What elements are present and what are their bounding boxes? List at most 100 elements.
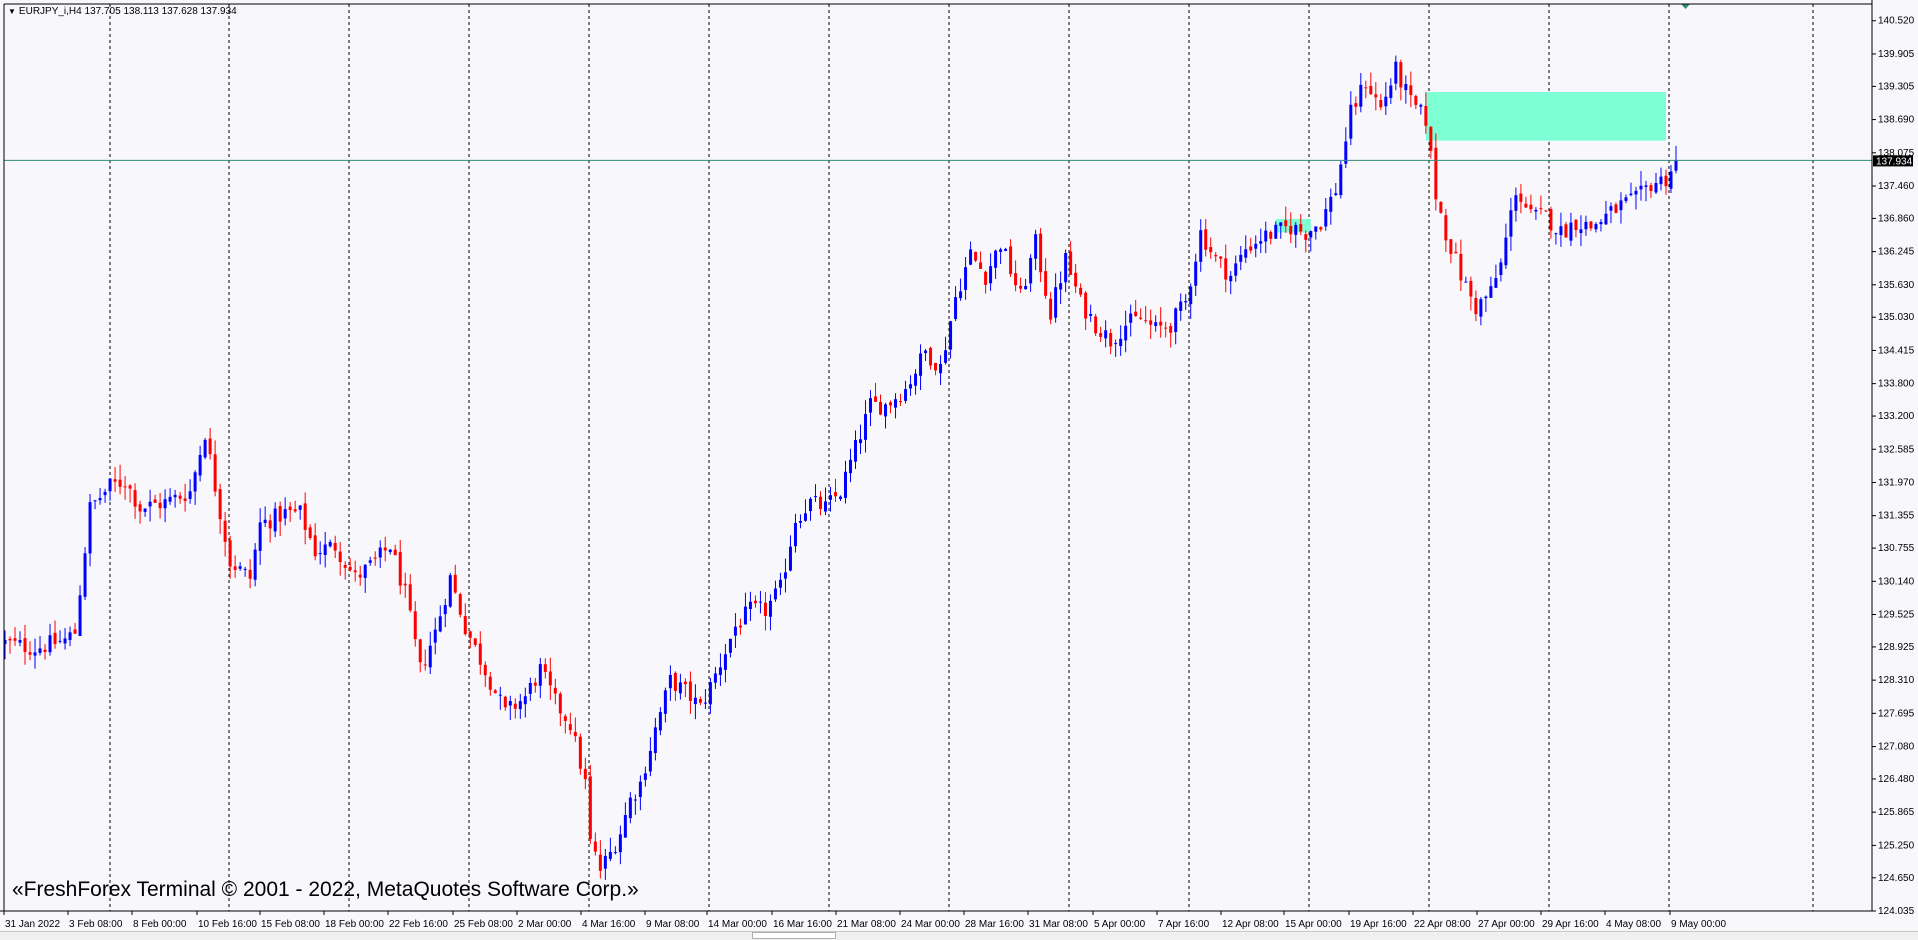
bear-candle-body	[453, 574, 457, 593]
price-tick-label: 136.860	[1878, 213, 1915, 224]
bull-candle-body	[703, 702, 707, 704]
bull-candle-body	[1644, 185, 1648, 187]
bear-candle-body	[343, 564, 347, 568]
bull-candle-body	[518, 701, 522, 710]
bull-candle-body	[1294, 224, 1298, 235]
bear-candle-body	[548, 671, 552, 686]
bull-candle-body	[1279, 222, 1283, 226]
bull-candle-body	[1534, 209, 1538, 212]
price-tick-label: 133.800	[1878, 379, 1915, 390]
bull-candle-body	[969, 249, 973, 265]
bear-candle-body	[1289, 225, 1293, 235]
bull-candle-body	[803, 513, 807, 521]
bull-candle-body	[828, 495, 832, 500]
bull-candle-body	[613, 852, 617, 854]
bear-candle-body	[1544, 210, 1548, 212]
bull-candle-body	[808, 498, 812, 512]
bull-candle-body	[1239, 254, 1243, 262]
bear-candle-body	[513, 703, 517, 709]
bear-candle-body	[223, 520, 227, 542]
price-tick-label: 139.305	[1878, 81, 1915, 92]
candlesticks	[3, 55, 1678, 880]
time-tick-label: 21 Mar 08:00	[837, 919, 896, 930]
bear-candle-body	[1204, 229, 1208, 250]
bear-candle-body	[583, 768, 587, 780]
price-tick-label: 128.925	[1878, 642, 1915, 653]
price-tick-label: 139.905	[1878, 49, 1915, 60]
bull-candle-body	[323, 544, 327, 556]
bear-candle-body	[1469, 281, 1473, 297]
zone-rectangle[interactable]	[1425, 92, 1666, 141]
bear-candle-body	[1084, 292, 1088, 319]
bull-candle-body	[728, 638, 732, 653]
bull-candle-body	[1179, 301, 1183, 312]
bull-candle-body	[203, 439, 207, 458]
bull-candle-body	[708, 682, 712, 705]
bear-candle-body	[1424, 106, 1428, 126]
bull-candle-body	[778, 579, 782, 588]
bear-candle-body	[1589, 221, 1593, 229]
bear-candle-body	[1039, 233, 1043, 273]
current-price-tag	[1873, 155, 1913, 167]
bear-candle-body	[1044, 271, 1048, 296]
current-price-label: 137.934	[1876, 156, 1913, 167]
bull-candle-body	[914, 373, 918, 386]
bull-candle-body	[283, 509, 287, 519]
bear-candle-body	[123, 486, 127, 488]
bear-candle-body	[753, 600, 757, 604]
bear-candle-body	[423, 664, 427, 666]
bull-candle-body	[1494, 278, 1498, 288]
bull-candle-body	[643, 773, 647, 780]
bull-candle-body	[1174, 308, 1178, 333]
bull-candle-body	[1254, 243, 1258, 249]
price-tick-label: 124.035	[1878, 906, 1915, 917]
chart-menu-triangle-icon[interactable]: ▼	[8, 7, 16, 16]
bull-candle-body	[103, 491, 107, 496]
time-tick-label: 7 Apr 16:00	[1158, 919, 1210, 930]
bull-candle-body	[1089, 313, 1093, 316]
bear-candle-body	[1149, 320, 1153, 325]
price-tick-label: 125.250	[1878, 840, 1915, 851]
bear-candle-body	[1399, 62, 1403, 88]
bull-candle-body	[1339, 164, 1343, 196]
bull-candle-body	[368, 560, 372, 563]
bull-candle-body	[1509, 210, 1513, 237]
bull-candle-body	[668, 674, 672, 689]
bull-candle-body	[904, 389, 908, 401]
bear-candle-body	[303, 503, 307, 530]
bear-candle-body	[1379, 99, 1383, 108]
symbol-label: EURJPY_i,H4	[18, 6, 82, 17]
bull-candle-body	[93, 500, 97, 502]
bull-candle-body	[663, 690, 667, 714]
bear-candle-body	[1219, 256, 1223, 259]
bull-candle-body	[1124, 325, 1128, 341]
bull-candle-body	[623, 815, 627, 838]
price-tick-label: 136.245	[1878, 247, 1915, 258]
bear-candle-body	[383, 547, 387, 551]
supply-demand-zones[interactable]	[1275, 92, 1666, 233]
bull-candle-body	[388, 549, 392, 553]
bear-candle-body	[418, 639, 422, 663]
bull-candle-body	[603, 855, 607, 869]
horizontal-scrollbar[interactable]	[0, 931, 1918, 940]
bull-candle-body	[538, 664, 542, 686]
bear-candle-body	[1074, 272, 1078, 287]
bull-candle-body	[1324, 209, 1328, 227]
bull-candle-body	[793, 522, 797, 547]
bear-candle-body	[1449, 239, 1453, 254]
bull-candle-body	[1554, 233, 1558, 235]
bear-candle-body	[288, 506, 292, 511]
time-tick-label: 14 Mar 00:00	[708, 919, 767, 930]
bear-candle-body	[208, 438, 212, 455]
time-tick-label: 15 Apr 00:00	[1285, 919, 1342, 930]
scrollbar-thumb[interactable]	[752, 932, 836, 939]
bull-candle-body	[638, 781, 642, 798]
bull-candle-body	[1514, 195, 1518, 211]
bear-candle-body	[1364, 87, 1368, 89]
price-tick-label: 128.310	[1878, 675, 1915, 686]
bear-candle-body	[1159, 321, 1163, 326]
bear-candle-body	[1649, 185, 1653, 192]
current-price-line: 137.934	[4, 4, 1913, 167]
